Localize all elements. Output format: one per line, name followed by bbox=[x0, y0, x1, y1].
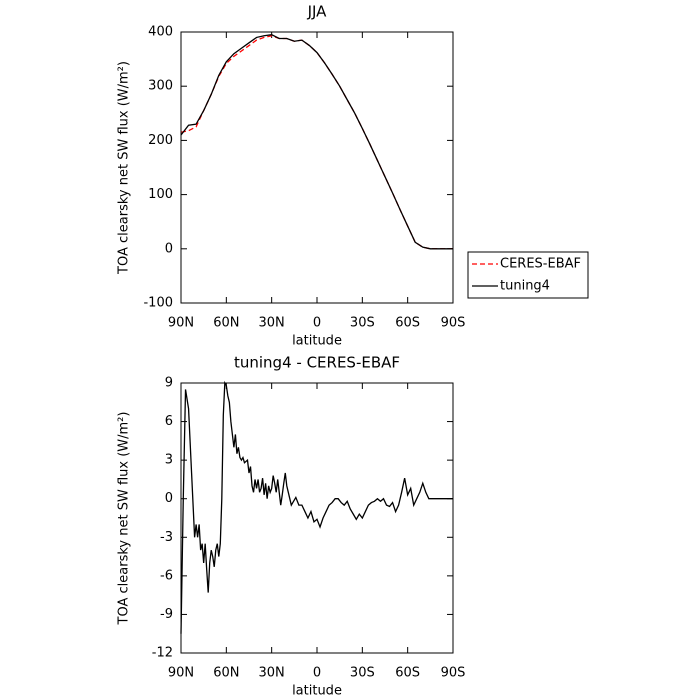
plot-frame bbox=[180, 31, 454, 304]
x-axis-label: latitude bbox=[292, 334, 342, 349]
y-tick-label: 300 bbox=[148, 79, 173, 94]
y-tick-label: 0 bbox=[165, 241, 173, 256]
y-tick-label: -100 bbox=[143, 296, 173, 311]
x-tick-label: 30N bbox=[259, 316, 285, 331]
y-tick-label: 0 bbox=[165, 491, 173, 506]
x-tick-label: 60N bbox=[213, 316, 239, 331]
x-tick-label: 30S bbox=[350, 666, 375, 681]
line-series bbox=[180, 35, 453, 250]
legend-label: tuning4 bbox=[500, 279, 550, 294]
x-tick-label: 60N bbox=[213, 666, 239, 681]
x-tick-label: 30S bbox=[350, 316, 375, 331]
y-tick-label: 100 bbox=[148, 187, 173, 202]
x-tick-label: 90S bbox=[441, 666, 466, 681]
y-tick-label: 6 bbox=[165, 414, 173, 429]
y-tick-label: -9 bbox=[160, 607, 173, 622]
y-tick-label: -6 bbox=[160, 568, 173, 583]
x-tick-label: 90N bbox=[168, 316, 194, 331]
legend-box bbox=[467, 251, 589, 299]
line-series bbox=[180, 34, 453, 250]
y-axis-label: TOA clearsky net SW flux (W/m²) bbox=[117, 412, 132, 626]
x-tick-label: 0 bbox=[313, 666, 321, 681]
y-tick-label: -12 bbox=[152, 646, 173, 661]
x-tick-label: 60S bbox=[395, 666, 420, 681]
y-tick-label: 9 bbox=[165, 376, 173, 391]
line-series bbox=[180, 380, 453, 634]
x-tick-label: 0 bbox=[313, 316, 321, 331]
y-tick-label: 400 bbox=[148, 25, 173, 40]
x-tick-label: 90S bbox=[441, 316, 466, 331]
chart-title: JJA bbox=[307, 3, 328, 21]
y-axis-label: TOA clearsky net SW flux (W/m²) bbox=[117, 61, 132, 275]
x-tick-label: 30N bbox=[259, 666, 285, 681]
x-axis-label: latitude bbox=[292, 684, 342, 699]
legend-label: CERES-EBAF bbox=[500, 257, 581, 272]
plot-frame bbox=[180, 382, 454, 654]
y-tick-label: 200 bbox=[148, 133, 173, 148]
y-tick-label: 3 bbox=[165, 453, 173, 468]
y-tick-label: -3 bbox=[160, 530, 173, 545]
x-tick-label: 60S bbox=[395, 316, 420, 331]
chart-title: tuning4 - CERES-EBAF bbox=[234, 354, 400, 372]
x-tick-label: 90N bbox=[168, 666, 194, 681]
